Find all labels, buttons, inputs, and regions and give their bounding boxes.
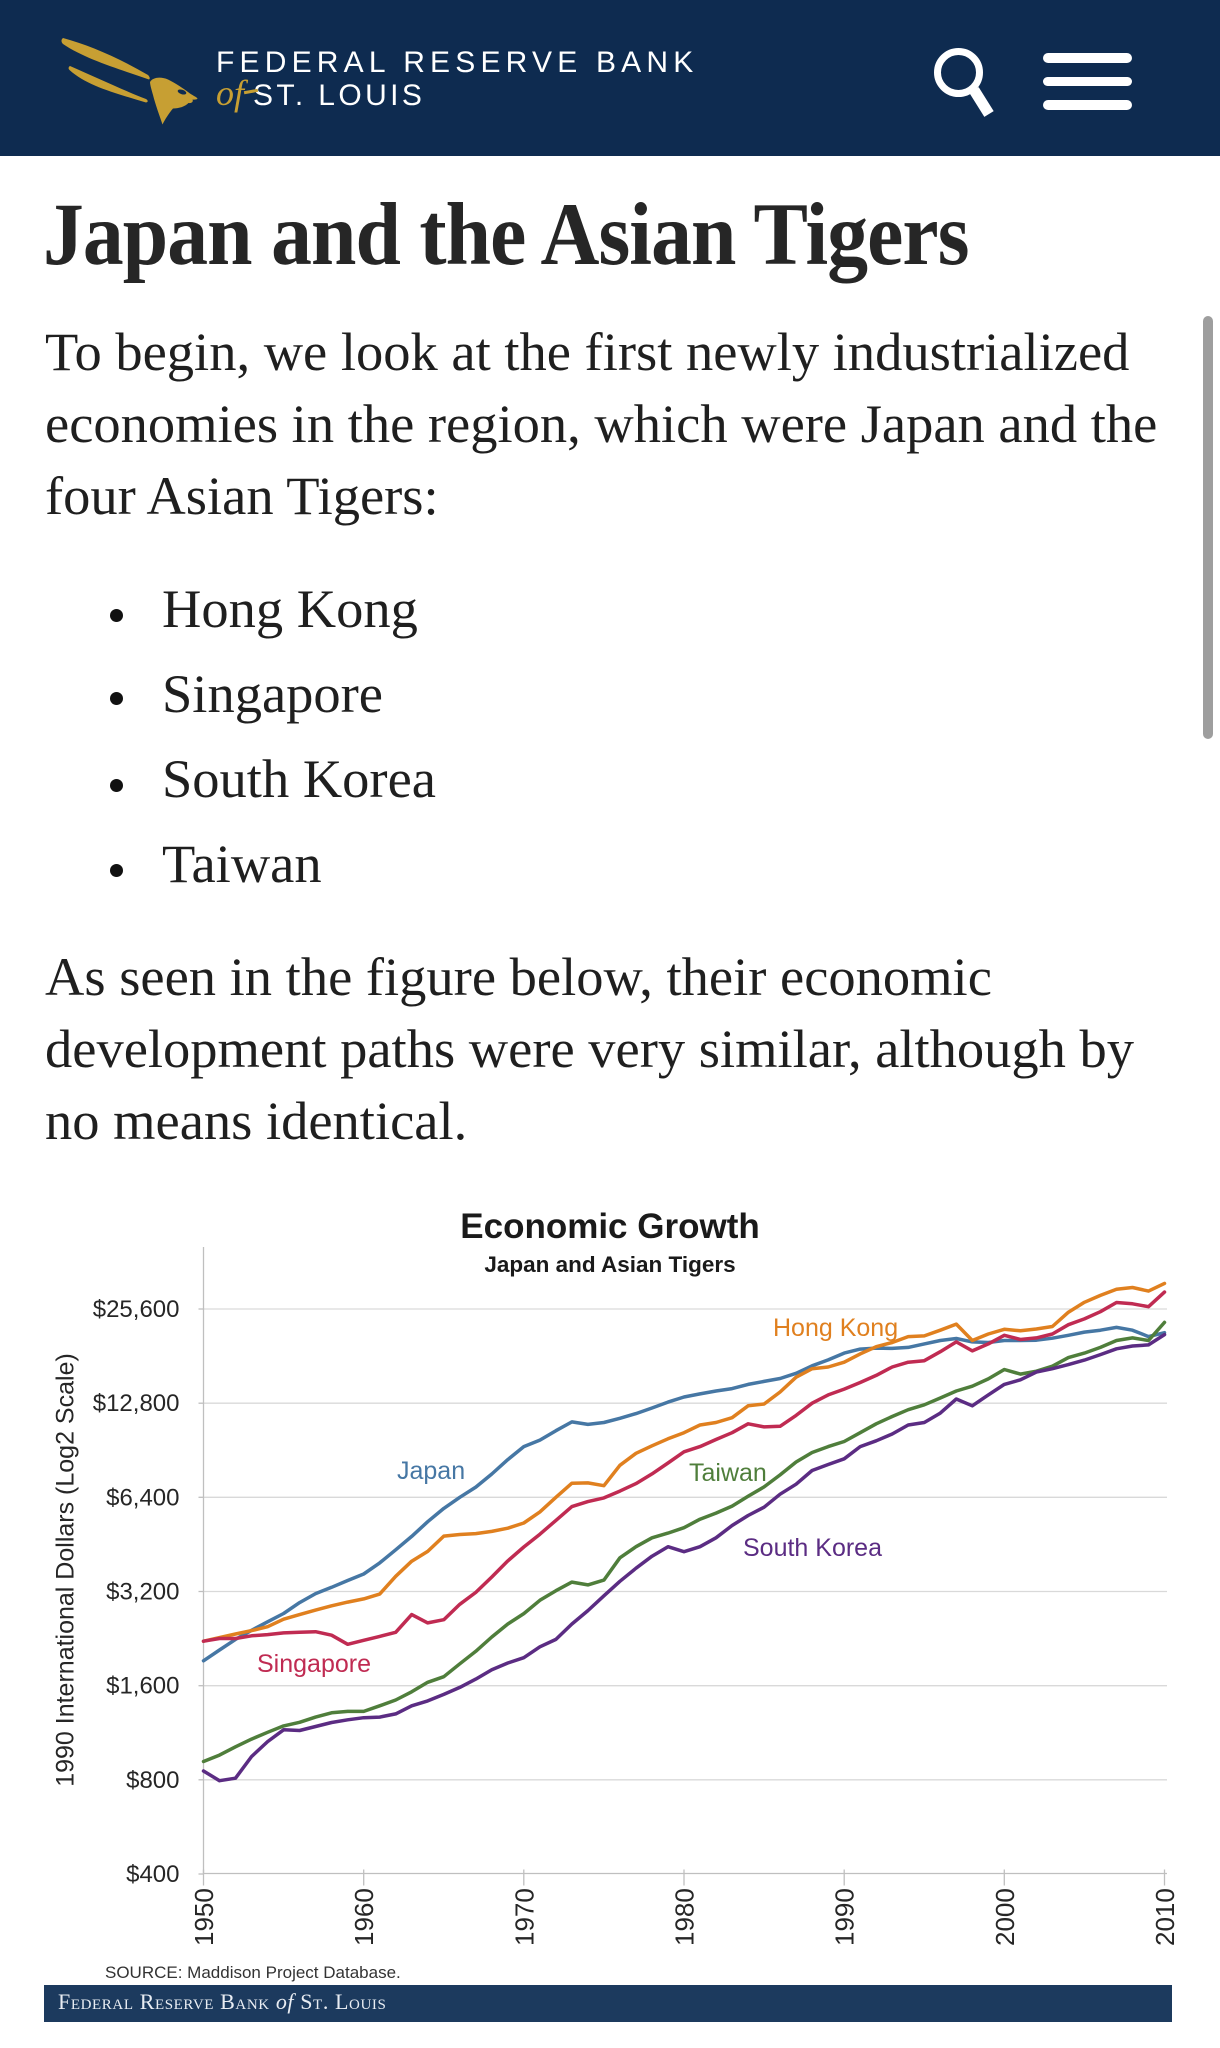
svg-text:$12,800: $12,800 bbox=[93, 1390, 180, 1417]
svg-text:$25,600: $25,600 bbox=[93, 1296, 180, 1323]
svg-text:1960: 1960 bbox=[349, 1888, 379, 1946]
svg-text:2010: 2010 bbox=[1150, 1888, 1180, 1946]
svg-text:South Korea: South Korea bbox=[743, 1534, 882, 1562]
svg-text:SOURCE: Maddison Project Datab: SOURCE: Maddison Project Database. bbox=[105, 1963, 401, 1982]
svg-text:Federal Reserve Bank of St. Lo: Federal Reserve Bank of St. Louis bbox=[58, 1989, 386, 2014]
svg-text:$6,400: $6,400 bbox=[106, 1484, 179, 1511]
svg-text:1980: 1980 bbox=[670, 1888, 700, 1946]
svg-text:$3,200: $3,200 bbox=[106, 1579, 179, 1606]
svg-text:2000: 2000 bbox=[990, 1888, 1020, 1946]
svg-text:1990 International Dollars (Lo: 1990 International Dollars (Log2 Scale) bbox=[52, 1353, 80, 1787]
svg-text:Singapore: Singapore bbox=[257, 1650, 371, 1678]
svg-text:$800: $800 bbox=[126, 1767, 179, 1794]
svg-text:Taiwan: Taiwan bbox=[689, 1459, 767, 1487]
svg-text:$400: $400 bbox=[126, 1861, 179, 1888]
svg-text:1950: 1950 bbox=[189, 1888, 219, 1946]
svg-text:1990: 1990 bbox=[830, 1888, 860, 1946]
svg-text:1970: 1970 bbox=[509, 1888, 539, 1946]
svg-text:Japan and Asian Tigers: Japan and Asian Tigers bbox=[484, 1252, 735, 1277]
svg-text:Japan: Japan bbox=[397, 1457, 465, 1485]
svg-text:$1,600: $1,600 bbox=[106, 1673, 179, 1700]
svg-text:Economic Growth: Economic Growth bbox=[460, 1207, 759, 1246]
svg-text:Hong Kong: Hong Kong bbox=[773, 1314, 898, 1342]
